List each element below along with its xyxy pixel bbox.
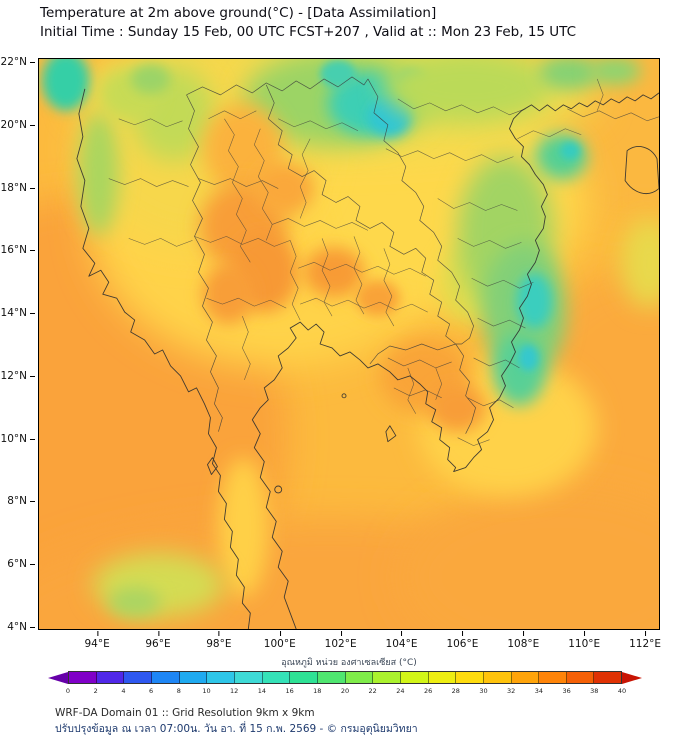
colorbar-tick-label: 16 (285, 687, 294, 695)
x-tick-label: 96°E (145, 631, 171, 650)
x-tick-label: 106°E (446, 631, 479, 650)
colorbar-label: อุณหภูมิ หน่วย องศาเซลเซียส (°C) (281, 658, 417, 668)
y-tick-label: 10°N (0, 432, 36, 445)
colorbar-tick-label: 0 (65, 687, 71, 695)
x-tick-label: 112°E (629, 631, 662, 650)
colorbar-left-arrow (48, 672, 68, 684)
y-tick-label: 16°N (0, 244, 36, 257)
colorbar-segment (483, 672, 512, 683)
colorbar-segment (428, 672, 457, 683)
colorbar-segment (511, 672, 540, 683)
colorbar (48, 671, 642, 684)
x-tick-label: 102°E (324, 631, 357, 650)
colorbar-tick-label: 24 (396, 687, 405, 695)
colorbar-right-arrow (622, 672, 642, 684)
x-axis-ticks: 94°E 96°E 98°E 100°E 102°E 104°E 106°E 108°E 110… (38, 631, 662, 650)
y-tick-label: 4°N (7, 621, 35, 634)
y-tick-label: 22°N (0, 56, 36, 68)
y-axis-ticks: 22°N 20°N 18°N 16°N 14°N 12°N 10°N 8°N 6°N 4°N (0, 56, 36, 634)
colorbar-segment (539, 672, 567, 683)
map-titles: Temperature at 2m above ground(°C) - [Da… (40, 4, 576, 42)
colorbar-segment (566, 672, 595, 683)
temperature-map-field (39, 59, 659, 629)
colorbar-segment (124, 672, 152, 683)
domain-info: WRF-DA Domain 01 :: Grid Resolution 9km … (55, 707, 315, 719)
colorbar-segment (594, 672, 622, 683)
colorbar-segment (179, 672, 208, 683)
y-tick-label: 8°N (7, 495, 35, 508)
colorbar-tick-label: 28 (451, 687, 460, 695)
colorbar-tick-label: 4 (121, 687, 126, 695)
page-subtitle: Initial Time : Sunday 15 Feb, 00 UTC FCS… (40, 24, 577, 40)
map-footer: WRF-DA Domain 01 :: Grid Resolution 9km … (55, 705, 418, 737)
colorbar-segment (400, 672, 429, 683)
colorbar-tick-label: 8 (176, 687, 181, 695)
update-info: ปรับปรุงข้อมูล ณ เวลา 07:00น. วัน อา. ที… (55, 723, 418, 735)
colorbar-segment (373, 672, 401, 683)
colorbar-segment (290, 672, 318, 683)
x-tick-label: 98°E (206, 631, 232, 650)
colorbar-segment (456, 672, 484, 683)
x-tick-label: 110°E (568, 631, 601, 650)
country-borders (186, 76, 476, 434)
y-tick-label: 12°N (0, 369, 36, 382)
colorbar-tick-label: 20 (340, 687, 350, 695)
colorbar-tick-label: 6 (149, 687, 154, 695)
colorbar-segment (69, 672, 97, 683)
colorbar-tick-label: 32 (507, 687, 516, 695)
x-tick-label: 94°E (84, 631, 110, 650)
province-borders (108, 78, 659, 446)
colorbar-segment (317, 672, 346, 683)
y-tick-label: 20°N (0, 118, 36, 131)
map-plot-area (38, 58, 660, 630)
colorbar-tick-label: 18 (313, 687, 322, 695)
colorbar-tick-label: 26 (423, 687, 433, 695)
colorbar-segment (151, 672, 180, 683)
colorbar-segment (207, 672, 235, 683)
x-tick-label: 104°E (385, 631, 418, 650)
colorbar-segment (262, 672, 291, 683)
colorbar-tick-label: 38 (590, 687, 599, 695)
colorbar-segment (234, 672, 263, 683)
colorbar-segment (345, 672, 374, 683)
colorbar-tick-label: 14 (257, 687, 267, 695)
colorbar-tick-label: 40 (617, 687, 627, 695)
x-tick-label: 108°E (507, 631, 540, 650)
colorbar-tick-label: 36 (562, 687, 571, 695)
colorbar-tick-label: 2 (93, 687, 98, 695)
y-tick-label: 6°N (7, 558, 35, 571)
colorbar-tick-label: 34 (534, 687, 544, 695)
colorbar-segment (96, 672, 125, 683)
colorbar-tick-label: 12 (230, 687, 239, 695)
colorbar-tick-label: 22 (368, 687, 377, 695)
colorbar-tick-label: 30 (479, 687, 488, 695)
y-tick-label: 14°N (0, 307, 36, 320)
y-tick-label: 18°N (0, 181, 36, 194)
x-tick-label: 100°E (263, 631, 296, 650)
page-title: Temperature at 2m above ground(°C) - [Da… (40, 5, 437, 21)
colorbar-ticks: 0 2 4 6 8 10 12 14 16 18 20 22 24 26 28 30 32 34 36 38 40 (65, 687, 626, 697)
colorbar-tick-label: 10 (202, 687, 211, 695)
temperature-shading (39, 59, 659, 629)
